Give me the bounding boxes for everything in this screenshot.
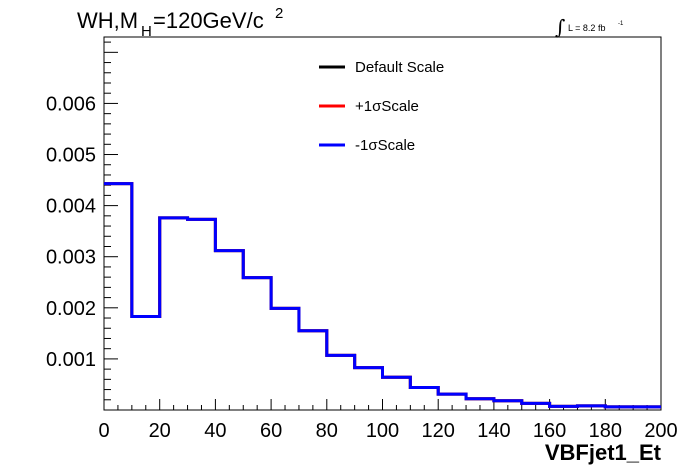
y-tick-label: 0.001	[46, 349, 96, 371]
x-tick-label: 180	[589, 420, 622, 442]
x-tick-label: 80	[316, 420, 338, 442]
y-axis: 0.001 0.002 0.003 0.004 0.005 0.006	[46, 41, 118, 401]
title-superscript: 2	[275, 5, 283, 22]
x-tick-label: 20	[149, 420, 171, 442]
y-tick-label: 0.006	[46, 93, 96, 115]
title-rest: =120GeV/c	[153, 8, 264, 33]
x-tick-label: 0	[98, 420, 109, 442]
x-axis: 0 20 40 60 80 100 120 140 160 180 200	[98, 399, 678, 442]
x-tick-label: 60	[260, 420, 282, 442]
legend: Default Scale +1σScale -1σScale	[319, 59, 444, 154]
frame	[103, 36, 662, 411]
legend-label: +1σScale	[355, 98, 419, 115]
chart-title: WH,M H =120GeV/c 2	[77, 5, 283, 40]
x-tick-label: 140	[477, 420, 510, 442]
legend-label: -1σScale	[355, 137, 415, 154]
integral-sign: ∫	[555, 15, 565, 39]
x-tick-label: 100	[366, 420, 399, 442]
y-tick-label: 0.005	[46, 145, 96, 167]
lumi-text: L = 8.2 fb	[568, 23, 605, 33]
y-tick-label: 0.004	[46, 196, 96, 218]
luminosity-label: ∫ L = 8.2 fb -1	[555, 15, 624, 39]
series-layer	[104, 182, 661, 409]
x-tick-label: 120	[422, 420, 455, 442]
x-tick-label: 160	[533, 420, 566, 442]
lumi-superscript: -1	[618, 21, 624, 27]
x-axis-title: VBFjet1_Et	[545, 440, 662, 465]
y-tick-label: 0.002	[46, 298, 96, 320]
legend-label: Default Scale	[355, 59, 444, 76]
series-line-2	[104, 182, 661, 409]
y-tick-label: 0.003	[46, 247, 96, 269]
x-tick-label: 200	[644, 420, 677, 442]
title-subscript: H	[141, 23, 152, 40]
title-main: WH,M	[77, 8, 138, 33]
x-tick-label: 40	[204, 420, 226, 442]
